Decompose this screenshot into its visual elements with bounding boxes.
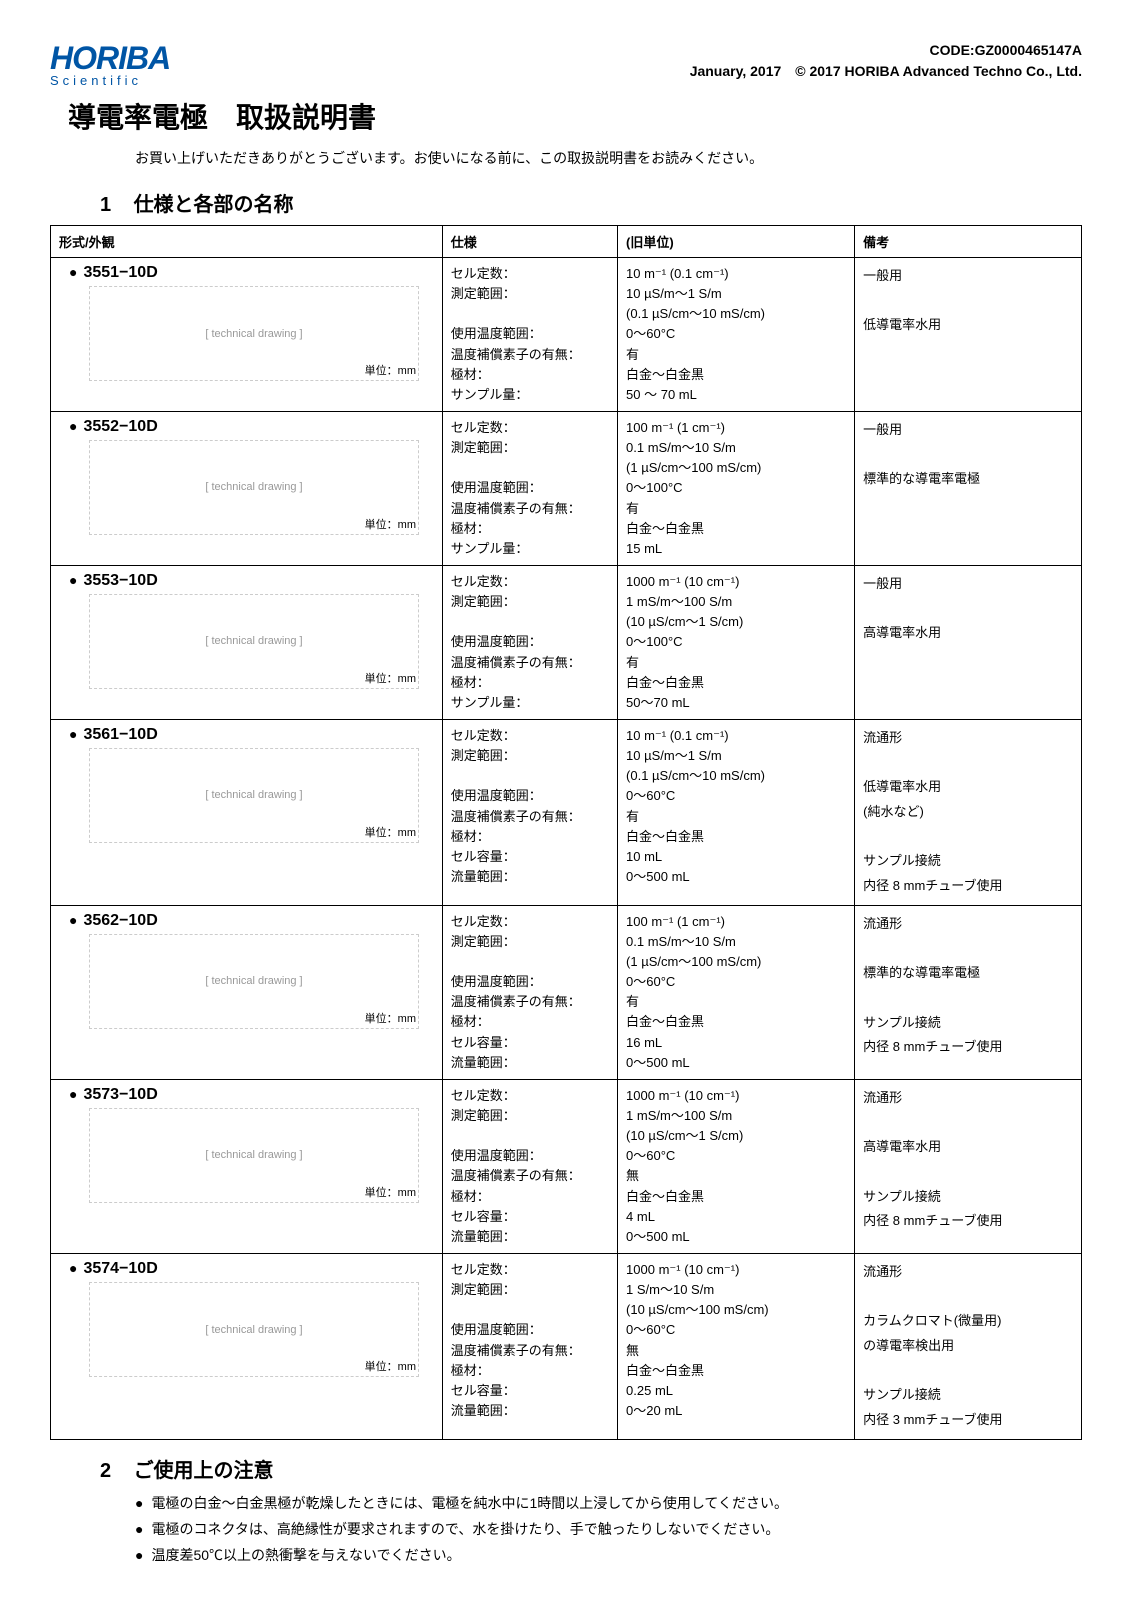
diagram-placeholder: [ technical drawing ]単位：mm <box>89 934 419 1029</box>
date-line: January, 2017 © 2017 HORIBA Advanced Tec… <box>690 61 1082 82</box>
caution-item: 電極のコネクタは、高絶縁性が要求されますので、水を掛けたり、手で触ったりしないで… <box>135 1519 1082 1539</box>
th-spec: 仕様 <box>442 226 617 258</box>
unit-label: 単位：mm <box>365 1358 416 1374</box>
logo-block: HORIBA Scientific <box>50 40 170 88</box>
diagram-placeholder: [ technical drawing ]単位：mm <box>89 1282 419 1377</box>
model-name: ●3553−10D <box>69 572 434 590</box>
model-name: ●3551−10D <box>69 264 434 282</box>
cell-spec-values: 10 m⁻¹ (0.1 cm⁻¹) 10 µS/m～1 S/m (0.1 µS/… <box>618 258 855 412</box>
cell-spec-values: 1000 m⁻¹ (10 cm⁻¹) 1 mS/m～100 S/m (10 µS… <box>618 1079 855 1253</box>
cell-model: ●3573−10D [ technical drawing ]単位：mm <box>51 1079 443 1253</box>
unit-label: 単位：mm <box>365 824 416 840</box>
model-name: ●3573−10D <box>69 1086 434 1104</box>
cell-spec-values: 100 m⁻¹ (1 cm⁻¹) 0.1 mS/m～10 S/m (1 µS/c… <box>618 905 855 1079</box>
section-2-label: ご使用上の注意 <box>134 1460 274 1482</box>
unit-label: 単位：mm <box>365 1010 416 1026</box>
cell-model: ●3574−10D [ technical drawing ]単位：mm <box>51 1254 443 1440</box>
unit-label: 単位：mm <box>365 1184 416 1200</box>
cell-notes: 一般用 高導電率水用 <box>855 565 1082 719</box>
table-row: ●3553−10D [ technical drawing ]単位：mmセル定数：… <box>51 565 1082 719</box>
section-1-title: 1 仕様と各部の名称 <box>100 188 1082 217</box>
cell-notes: 流通形 標準的な導電率電極 サンプル接続 内径 8 mmチューブ使用 <box>855 905 1082 1079</box>
cell-spec-labels: セル定数： 測定範囲： 使用温度範囲： 温度補償素子の有無： 極材： サンプル量… <box>442 411 617 565</box>
unit-label: 単位：mm <box>365 670 416 686</box>
code-line: CODE:GZ0000465147A <box>690 40 1082 61</box>
cell-spec-labels: セル定数： 測定範囲： 使用温度範囲： 温度補償素子の有無： 極材： セル容量：… <box>442 905 617 1079</box>
diagram-placeholder: [ technical drawing ]単位：mm <box>89 1108 419 1203</box>
cell-spec-labels: セル定数： 測定範囲： 使用温度範囲： 温度補償素子の有無： 極材： セル容量：… <box>442 719 617 905</box>
diagram-placeholder: [ technical drawing ]単位：mm <box>89 748 419 843</box>
caution-item: 温度差50℃以上の熱衝撃を与えないでください。 <box>135 1545 1082 1565</box>
intro-text: お買い上げいただきありがとうございます。お使いになる前に、この取扱説明書をお読み… <box>135 148 1082 168</box>
th-note: 備考 <box>855 226 1082 258</box>
table-row: ●3573−10D [ technical drawing ]単位：mmセル定数：… <box>51 1079 1082 1253</box>
model-name: ●3574−10D <box>69 1260 434 1278</box>
diagram-placeholder: [ technical drawing ]単位：mm <box>89 440 419 535</box>
cautions-list: 電極の白金～白金黒極が乾燥したときには、電極を純水中に1時間以上浸してから使用し… <box>135 1493 1082 1565</box>
table-row: ●3552−10D [ technical drawing ]単位：mmセル定数：… <box>51 411 1082 565</box>
cell-spec-values: 100 m⁻¹ (1 cm⁻¹) 0.1 mS/m～10 S/m (1 µS/c… <box>618 411 855 565</box>
section-2-title: 2 ご使用上の注意 <box>100 1454 1082 1483</box>
logo-main: HORIBA <box>50 40 170 77</box>
doc-code: CODE:GZ0000465147A January, 2017 © 2017 … <box>690 40 1082 82</box>
table-row: ●3561−10D [ technical drawing ]単位：mmセル定数：… <box>51 719 1082 905</box>
cell-model: ●3561−10D [ technical drawing ]単位：mm <box>51 719 443 905</box>
spec-table: 形式/外観 仕様 (旧単位) 備考 ●3551−10D [ technical d… <box>50 225 1082 1440</box>
document-title: 導電率電極 取扱説明書 <box>68 96 1082 136</box>
cell-notes: 一般用 標準的な導電率電極 <box>855 411 1082 565</box>
model-name: ●3561−10D <box>69 726 434 744</box>
cell-spec-values: 1000 m⁻¹ (10 cm⁻¹) 1 S/m～10 S/m (10 µS/c… <box>618 1254 855 1440</box>
cell-notes: 流通形 低導電率水用 (純水など) サンプル接続 内径 8 mmチューブ使用 <box>855 719 1082 905</box>
diagram-placeholder: [ technical drawing ]単位：mm <box>89 286 419 381</box>
cell-model: ●3551−10D [ technical drawing ]単位：mm <box>51 258 443 412</box>
cell-model: ●3562−10D [ technical drawing ]単位：mm <box>51 905 443 1079</box>
cell-model: ●3553−10D [ technical drawing ]単位：mm <box>51 565 443 719</box>
cell-spec-labels: セル定数： 測定範囲： 使用温度範囲： 温度補償素子の有無： 極材： セル容量：… <box>442 1254 617 1440</box>
cell-model: ●3552−10D [ technical drawing ]単位：mm <box>51 411 443 565</box>
model-name: ●3552−10D <box>69 418 434 436</box>
cell-spec-values: 1000 m⁻¹ (10 cm⁻¹) 1 mS/m～100 S/m (10 µS… <box>618 565 855 719</box>
table-row: ●3562−10D [ technical drawing ]単位：mmセル定数：… <box>51 905 1082 1079</box>
th-model: 形式/外観 <box>51 226 443 258</box>
th-old: (旧単位) <box>618 226 855 258</box>
cell-spec-labels: セル定数： 測定範囲： 使用温度範囲： 温度補償素子の有無： 極材： サンプル量… <box>442 565 617 719</box>
header: HORIBA Scientific CODE:GZ0000465147A Jan… <box>50 40 1082 88</box>
unit-label: 単位：mm <box>365 516 416 532</box>
section-1-num: 1 <box>100 194 128 217</box>
cell-spec-labels: セル定数： 測定範囲： 使用温度範囲： 温度補償素子の有無： 極材： セル容量：… <box>442 1079 617 1253</box>
cell-spec-values: 10 m⁻¹ (0.1 cm⁻¹) 10 µS/m～1 S/m (0.1 µS/… <box>618 719 855 905</box>
cell-notes: 流通形 高導電率水用 サンプル接続 内径 8 mmチューブ使用 <box>855 1079 1082 1253</box>
diagram-placeholder: [ technical drawing ]単位：mm <box>89 594 419 689</box>
section-1-label: 仕様と各部の名称 <box>134 194 294 216</box>
model-name: ●3562−10D <box>69 912 434 930</box>
cell-notes: 一般用 低導電率水用 <box>855 258 1082 412</box>
cell-spec-labels: セル定数： 測定範囲： 使用温度範囲： 温度補償素子の有無： 極材： サンプル量… <box>442 258 617 412</box>
table-row: ●3574−10D [ technical drawing ]単位：mmセル定数：… <box>51 1254 1082 1440</box>
unit-label: 単位：mm <box>365 362 416 378</box>
section-2-num: 2 <box>100 1460 128 1483</box>
table-row: ●3551−10D [ technical drawing ]単位：mmセル定数：… <box>51 258 1082 412</box>
cell-notes: 流通形 カラムクロマト(微量用) の導電率検出用 サンプル接続 内径 3 mmチ… <box>855 1254 1082 1440</box>
caution-item: 電極の白金～白金黒極が乾燥したときには、電極を純水中に1時間以上浸してから使用し… <box>135 1493 1082 1513</box>
